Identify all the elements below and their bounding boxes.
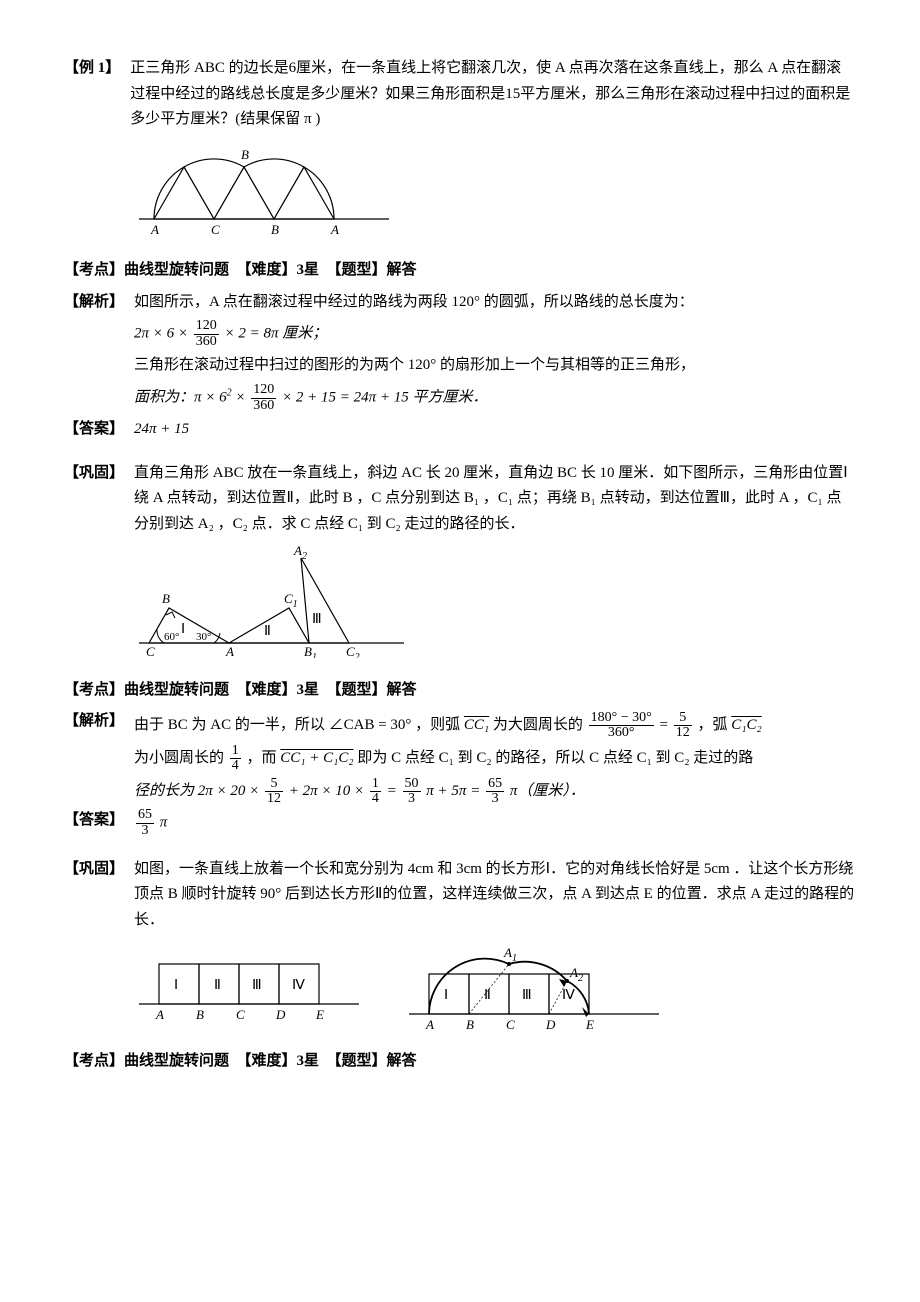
problem-2-analysis: 【解析】 由于 BC 为 AC 的一半，所以 ∠CAB = 30° ，则弧 CC… [64,709,856,808]
svg-text:A2: A2 [293,543,307,562]
svg-text:C: C [146,644,155,658]
svg-text:A: A [155,1007,164,1022]
svg-text:30°: 30° [196,631,211,643]
formula-1: 2π × 6 × 120360 × 2 = 8π 厘米； [134,319,856,349]
problem-2-meta: 【考点】曲线型旋转问题 【难度】3星 【题型】解答 [64,678,856,704]
problem-3: 【巩固】 如图，一条直线上放着一个长和宽分别为 4cm 和 3cm 的长方形Ⅰ．… [64,857,856,1075]
consolidate-tag: 【巩固】 [64,461,134,487]
problem-2-answer: 【答案】 653 π [64,808,856,838]
svg-text:E: E [585,1017,594,1032]
svg-text:D: D [545,1017,556,1032]
consolidate-tag-3: 【巩固】 [64,857,134,883]
answer-tag: 【答案】 [64,417,134,443]
analysis2-line-3: 径的长为 2π × 20 × 512 + 2π × 10 × 14 = 503 … [134,775,856,808]
svg-text:A1: A1 [503,945,517,964]
problem-1-analysis: 【解析】 如图所示，A 点在翻滚过程中经过的路线为两段 120° 的圆弧，所以路… [64,290,856,418]
problem-2-stem: 【巩固】 直角三角形 ABC 放在一条直线上，斜边 AC 长 20 厘米，直角边… [64,461,856,538]
problem-3-meta: 【考点】曲线型旋转问题 【难度】3星 【题型】解答 [64,1049,856,1075]
svg-text:C: C [236,1007,245,1022]
problem-3-figure-left: Ⅰ Ⅱ Ⅲ Ⅳ A B C D E [134,939,364,1029]
svg-text:Ⅰ: Ⅰ [444,988,448,1003]
svg-text:C2: C2 [346,644,360,658]
problem-1-answer: 【答案】 24π + 15 [64,417,856,443]
svg-text:Ⅲ: Ⅲ [522,988,532,1003]
svg-text:B: B [162,591,170,606]
analysis2-line-1: 由于 BC 为 AC 的一半，所以 ∠CAB = 30° ，则弧 CC₁ 为大圆… [134,709,856,742]
problem-2-text: 直角三角形 ABC 放在一条直线上，斜边 AC 长 20 厘米，直角边 BC 长… [134,461,856,538]
problem-3-text: 如图，一条直线上放着一个长和宽分别为 4cm 和 3cm 的长方形Ⅰ．它的对角线… [134,857,856,934]
problem-3-stem: 【巩固】 如图，一条直线上放着一个长和宽分别为 4cm 和 3cm 的长方形Ⅰ．… [64,857,856,934]
svg-text:A2: A2 [569,965,583,984]
svg-text:Ⅱ: Ⅱ [264,624,271,639]
svg-text:B: B [241,147,249,162]
example-tag: 【例 1】 [64,56,130,82]
problem-1-figure: A C B A B [134,139,856,249]
svg-text:C: C [211,222,220,237]
svg-text:Ⅱ: Ⅱ [484,988,491,1003]
problem-1: 【例 1】 正三角形 ABC 的边长是6厘米，在一条直线上将它翻滚几次，使 A … [64,56,856,443]
problem-1-text: 正三角形 ABC 的边长是6厘米，在一条直线上将它翻滚几次，使 A 点再次落在这… [130,56,856,133]
svg-text:B1: B1 [304,644,317,658]
problem-1-meta: 【考点】曲线型旋转问题 【难度】3星 【题型】解答 [64,258,856,284]
svg-text:A: A [225,644,234,658]
svg-text:B: B [196,1007,204,1022]
problem-1-stem: 【例 1】 正三角形 ABC 的边长是6厘米，在一条直线上将它翻滚几次，使 A … [64,56,856,133]
svg-text:C: C [506,1017,515,1032]
problem-3-figure-right: A1 A2 Ⅰ Ⅱ Ⅲ Ⅳ A B C D E [404,939,664,1039]
svg-text:Ⅲ: Ⅲ [312,612,322,627]
analysis-content: 如图所示，A 点在翻滚过程中经过的路线为两段 120° 的圆弧，所以路线的总长度… [134,290,856,418]
problem-2: 【巩固】 直角三角形 ABC 放在一条直线上，斜边 AC 长 20 厘米，直角边… [64,461,856,839]
svg-text:Ⅱ: Ⅱ [214,978,221,993]
svg-text:A: A [150,222,159,237]
analysis-tag: 【解析】 [64,290,134,316]
svg-text:B: B [466,1017,474,1032]
analysis-line-1: 如图所示，A 点在翻滚过程中经过的路线为两段 120° 的圆弧，所以路线的总长度… [134,290,856,316]
svg-text:Ⅳ: Ⅳ [292,978,305,993]
svg-text:Ⅲ: Ⅲ [252,978,262,993]
svg-text:A: A [425,1017,434,1032]
svg-text:Ⅰ: Ⅰ [181,622,185,637]
svg-text:C1: C1 [284,591,298,610]
analysis-tag-2: 【解析】 [64,709,134,735]
svg-text:60°: 60° [164,631,179,643]
analysis-content-2: 由于 BC 为 AC 的一半，所以 ∠CAB = 30° ，则弧 CC₁ 为大圆… [134,709,856,808]
answer-tag-2: 【答案】 [64,808,134,834]
problem-3-figures: Ⅰ Ⅱ Ⅲ Ⅳ A B C D E [134,939,856,1039]
svg-text:B: B [271,222,279,237]
answer-value: 24π + 15 [134,417,856,443]
analysis2-line-2: 为小圆周长的 14 ，而 CC₁ + C₁C₂ 即为 C 点经 C₁ 到 C₂ … [134,742,856,775]
svg-text:A: A [330,222,339,237]
problem-2-figure: C B A B1 C1 A2 C2 60° 30° Ⅰ Ⅱ Ⅲ [134,543,856,668]
formula-2: 面积为：π × 62 × 120360 × 2 + 15 = 24π + 15 … [134,383,856,413]
analysis-line-2: 三角形在滚动过程中扫过的图形的为两个 120° 的扇形加上一个与其相等的正三角形… [134,353,856,379]
answer-value-2: 653 π [134,808,856,838]
svg-text:Ⅰ: Ⅰ [174,978,178,993]
svg-text:D: D [275,1007,286,1022]
svg-text:Ⅳ: Ⅳ [562,988,575,1003]
svg-text:E: E [315,1007,324,1022]
